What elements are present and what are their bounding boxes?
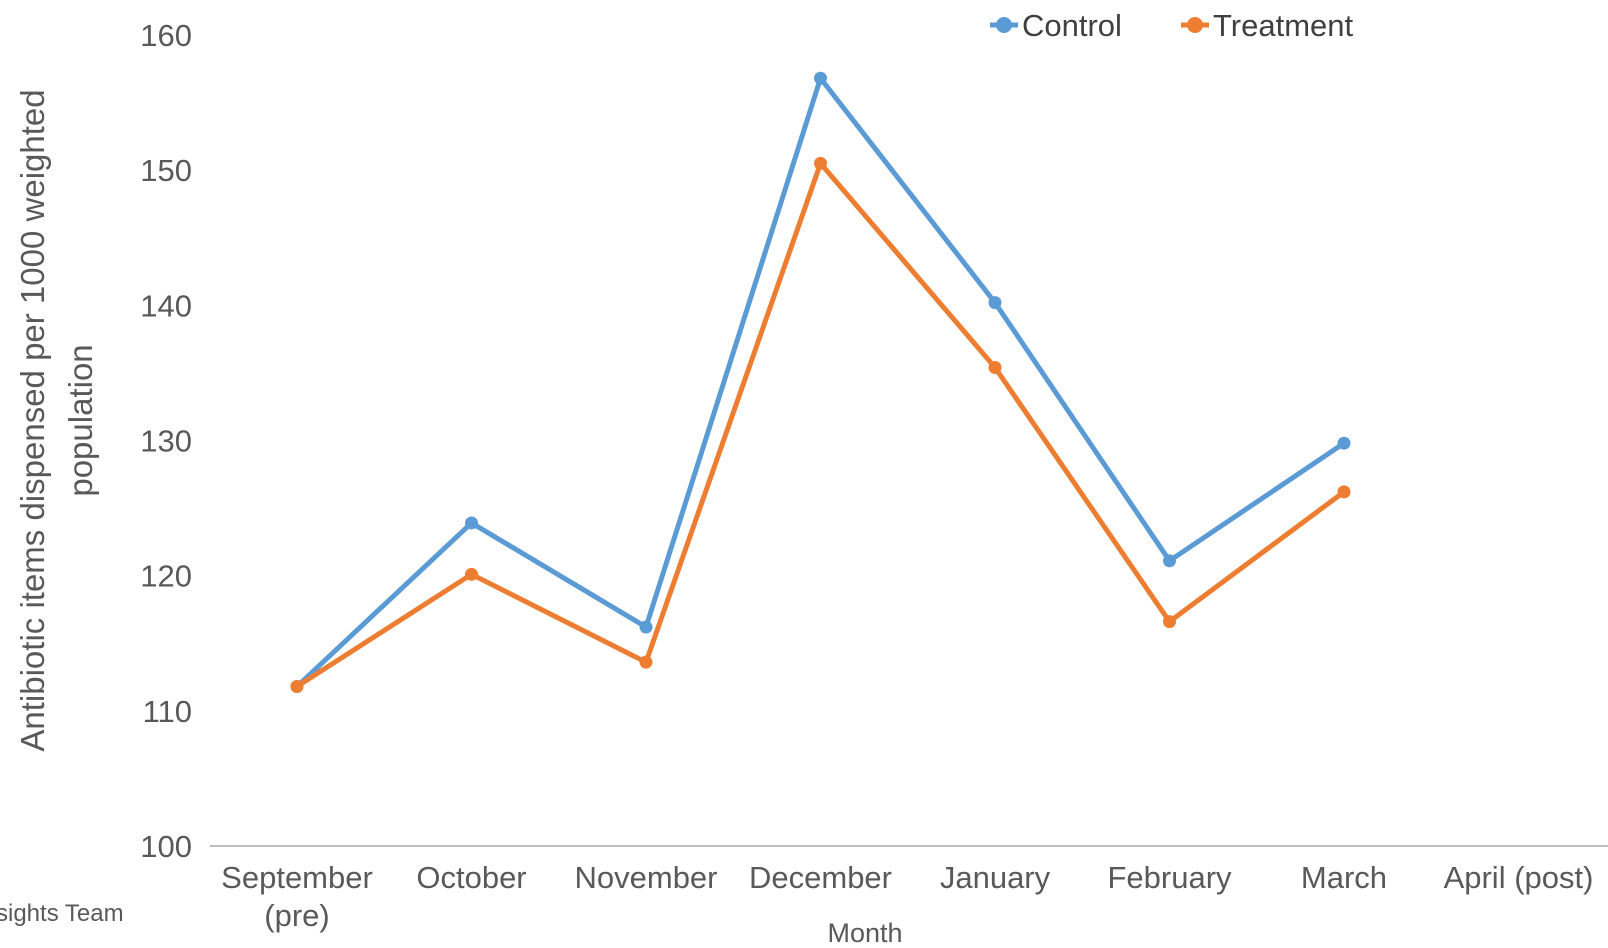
- y-tick-label: 150: [140, 153, 192, 188]
- data-point-control: [465, 516, 478, 530]
- x-tick-label: February: [1107, 860, 1232, 895]
- legend: Control Treatment: [990, 8, 1354, 43]
- x-axis-ticks: September(pre) October November December Jan…: [221, 860, 1593, 933]
- series-line-treatment: [294, 160, 1347, 690]
- legend-marker-swatch: [996, 17, 1012, 33]
- x-tick-label: December: [749, 860, 892, 895]
- legend-item-control: Control: [990, 8, 1122, 43]
- y-tick-label: 100: [140, 829, 192, 864]
- x-tick-label: November: [575, 860, 718, 895]
- y-axis-title-line: population: [62, 344, 99, 496]
- x-tick-label: September: [221, 860, 373, 895]
- x-axis-title: Month: [827, 918, 902, 948]
- data-point-control: [1163, 554, 1176, 568]
- data-point-treatment: [988, 361, 1002, 375]
- data-point-treatment: [1163, 615, 1176, 629]
- series-layer: [290, 71, 1351, 694]
- x-tick-label: (pre): [264, 898, 329, 933]
- data-point-control: [1337, 436, 1351, 450]
- x-tick-label: April (post): [1444, 860, 1594, 895]
- y-tick-label: 160: [140, 18, 192, 53]
- data-point-treatment: [639, 655, 653, 669]
- series-treatment: [290, 156, 1351, 694]
- x-tick-label: January: [940, 860, 1051, 895]
- data-point-control: [639, 620, 653, 634]
- x-tick-label: March: [1301, 860, 1387, 895]
- data-point-control: [814, 71, 827, 85]
- y-tick-label: 140: [140, 288, 192, 323]
- data-point-treatment: [290, 680, 304, 694]
- series-control: [290, 71, 1351, 694]
- y-axis-title: Antibiotic items dispensed per 1000 weig…: [14, 89, 99, 751]
- data-point-control: [988, 296, 1002, 310]
- x-tick-label: October: [416, 860, 526, 895]
- legend-marker-swatch: [1187, 17, 1203, 33]
- data-point-treatment: [1337, 485, 1351, 499]
- y-axis-ticks: 100 110 120 130 140 150 160: [140, 18, 192, 864]
- y-tick-label: 110: [143, 694, 192, 729]
- source-credit: sights Team: [0, 900, 124, 927]
- data-point-treatment: [465, 567, 478, 581]
- y-tick-label: 130: [140, 424, 192, 459]
- y-axis-title-line: Antibiotic items dispensed per 1000 weig…: [14, 89, 51, 751]
- y-tick-label: 120: [140, 559, 192, 594]
- legend-label: Treatment: [1213, 8, 1354, 43]
- legend-item-treatment: Treatment: [1181, 8, 1354, 43]
- legend-label: Control: [1022, 8, 1122, 43]
- data-point-treatment: [814, 156, 827, 170]
